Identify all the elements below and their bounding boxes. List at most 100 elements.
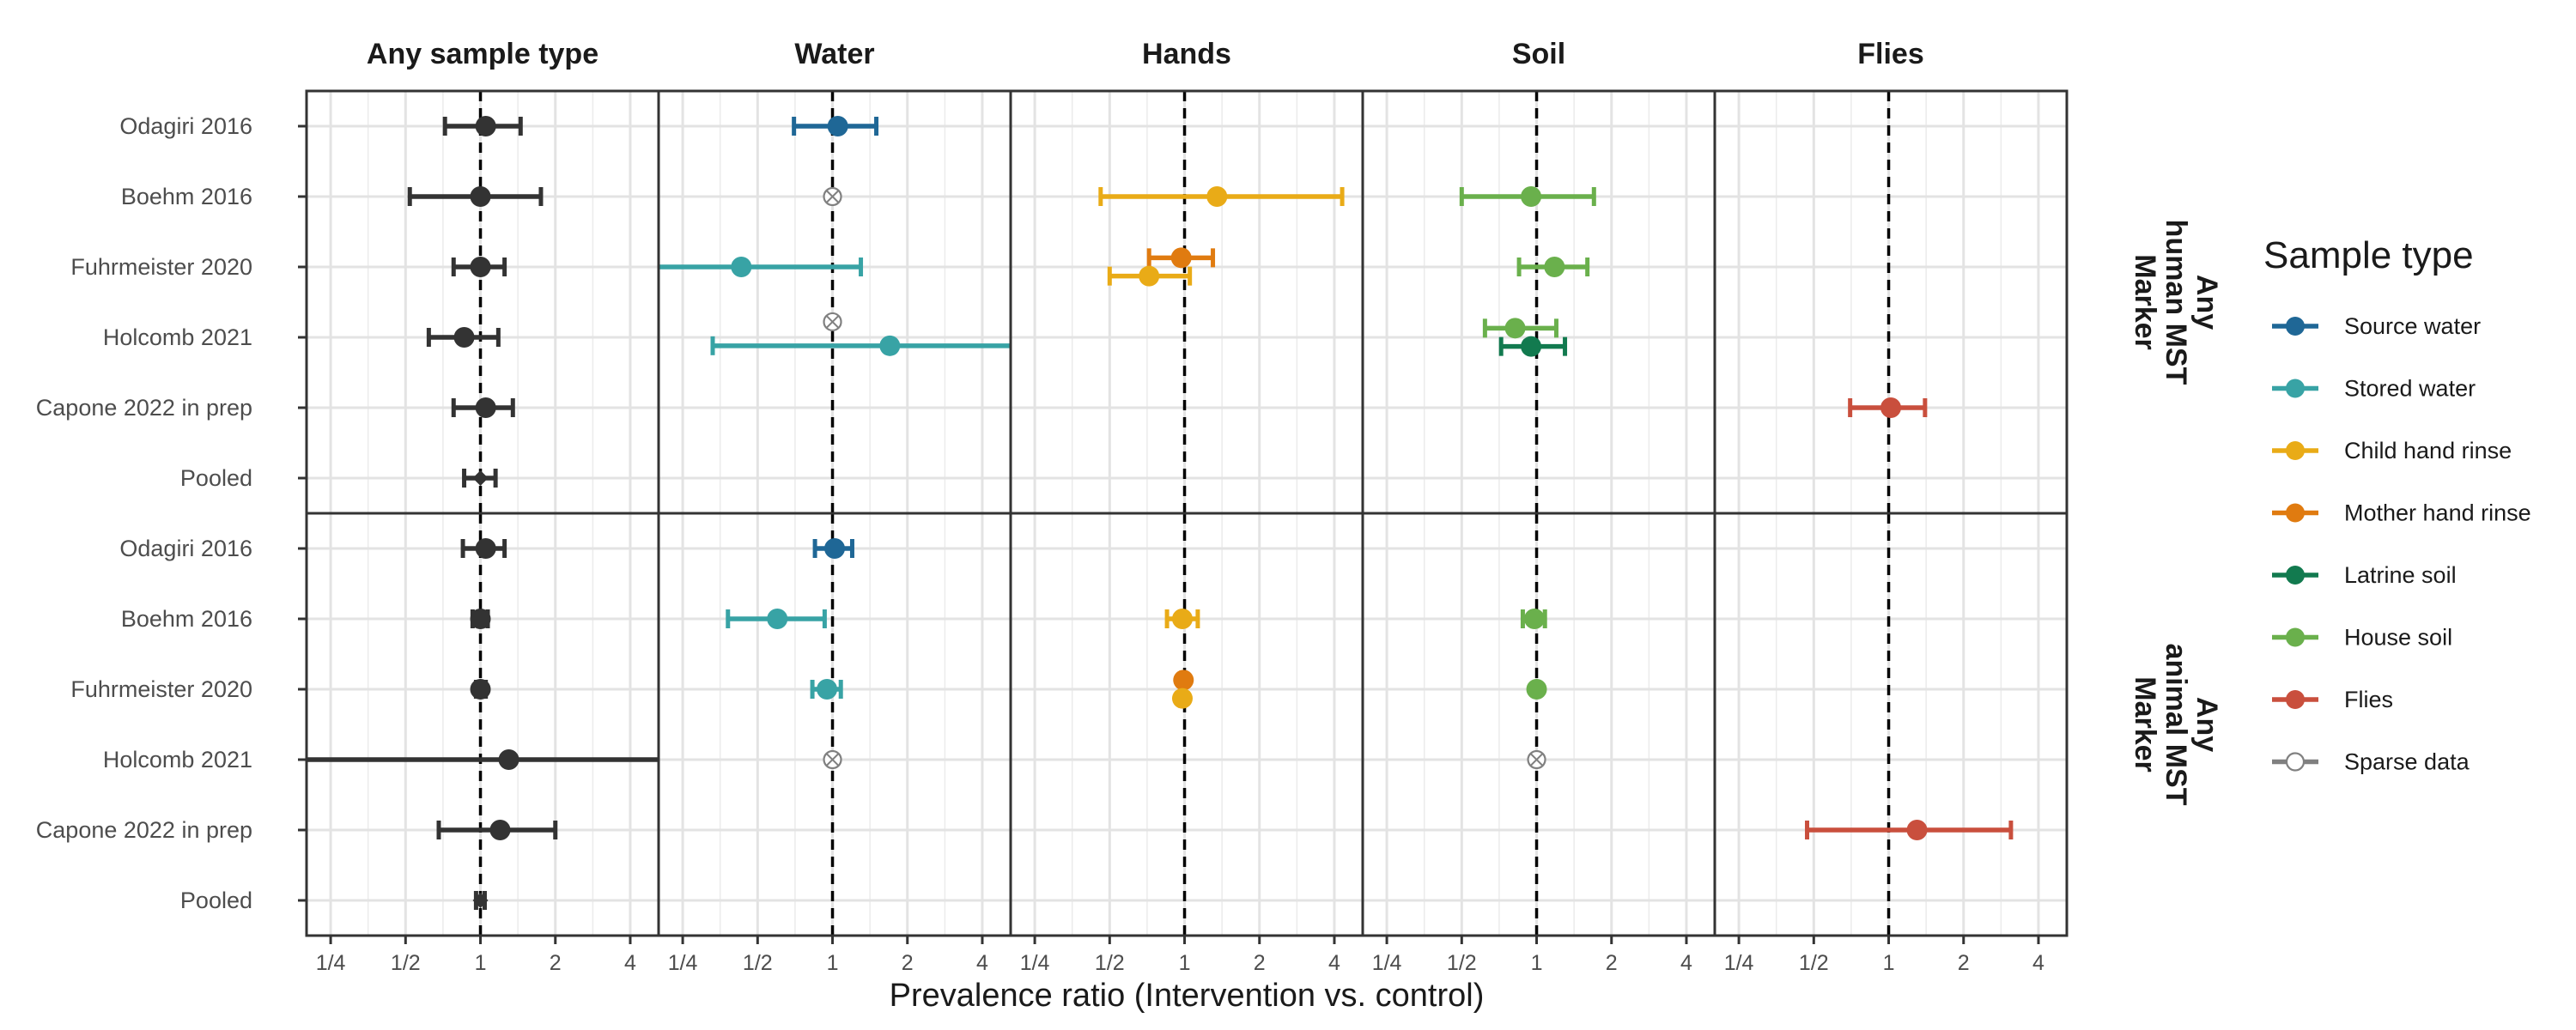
point-hands-boehm-2016-child_hand <box>1098 186 1345 207</box>
column-title-any-sample-type: Any sample type <box>367 38 598 70</box>
point-estimate-marker <box>475 116 496 136</box>
legend-item-stored-water: Stored water <box>2272 376 2476 402</box>
row-strip-text: Anyanimal MSTMarker <box>2129 644 2223 806</box>
point-hands-fuhrmeister-2020-mother_hand <box>1146 247 1216 269</box>
point-water-holcomb-2021-stored_water <box>710 335 1011 356</box>
point-estimate-marker <box>1521 336 1542 357</box>
x-tick-label: 1/2 <box>391 951 421 975</box>
point-flies-capone-2022-in-prep-flies <box>1848 397 1928 418</box>
x-tick-label: 4 <box>1328 951 1340 975</box>
x-tick-label: 2 <box>1606 951 1618 975</box>
sparse-cross <box>825 753 840 766</box>
point-soil-holcomb-2021-latrine_soil <box>1498 336 1568 357</box>
panel-background <box>659 91 1011 513</box>
row-strip-label-1: Anyhuman MSTMarker <box>2129 220 2223 385</box>
legend-item-sparse-data: Sparse data <box>2272 749 2470 775</box>
x-tick-label: 1 <box>1179 951 1191 975</box>
point-hands-boehm-2016-child_hand <box>1164 609 1200 629</box>
column-title-flies: Flies <box>1857 38 1923 70</box>
point-any-sample-type-fuhrmeister-2020-overall <box>470 679 491 700</box>
legend-key-marker <box>2286 566 2305 585</box>
study-label-odagiri-2016: Odagiri 2016 <box>119 536 252 561</box>
panel-background <box>1363 91 1715 513</box>
x-tick-label: 1/4 <box>1724 951 1754 975</box>
point-any-sample-type-odagiri-2016-overall <box>442 116 523 136</box>
study-label-boehm-2016: Boehm 2016 <box>121 606 252 632</box>
point-soil-holcomb-2021-sparse <box>1527 749 1546 770</box>
x-tick-label: 2 <box>1254 951 1266 975</box>
point-estimate-marker <box>817 679 838 700</box>
point-any-sample-type-boehm-2016-overall <box>470 609 491 629</box>
point-estimate-marker <box>1171 609 1193 629</box>
point-estimate-marker <box>824 538 846 559</box>
point-estimate-marker <box>731 257 752 277</box>
x-tick-label: 2 <box>902 951 914 975</box>
point-estimate-marker <box>470 679 491 700</box>
legend-item-latrine-soil: Latrine soil <box>2272 562 2457 588</box>
column-titles: Any sample type Water Hands Soil Flies <box>367 38 1924 70</box>
legend-key-marker <box>2286 503 2305 523</box>
panel-soil-row-2 <box>1363 513 1715 936</box>
x-axis-title: Prevalence ratio (Intervention vs. contr… <box>890 978 1485 1014</box>
panel-background <box>1715 513 2067 936</box>
point-flies-capone-2022-in-prep-flies <box>1805 820 2014 840</box>
panel-background <box>1011 513 1363 936</box>
x-tick-label: 1 <box>1883 951 1895 975</box>
x-tick-label: 2 <box>1958 951 1970 975</box>
point-water-boehm-2016-sparse <box>823 186 842 207</box>
point-any-sample-type-fuhrmeister-2020-overall <box>451 257 507 277</box>
panel-background <box>1011 91 1363 513</box>
x-tick-label: 1/4 <box>1020 951 1050 975</box>
panel-background <box>1363 513 1715 936</box>
point-estimate-marker <box>1526 679 1547 700</box>
legend-item-child-hand-rinse: Child hand rinse <box>2272 438 2512 464</box>
point-water-holcomb-2021-sparse <box>823 749 842 770</box>
point-hands-fuhrmeister-2020-child_hand <box>1171 688 1193 709</box>
point-any-sample-type-odagiri-2016-overall <box>460 538 507 559</box>
x-tick-label: 2 <box>550 951 562 975</box>
legend-key-marker <box>2286 379 2305 398</box>
panel-soil-row-1 <box>1363 91 1715 513</box>
column-title-water: Water <box>794 38 874 70</box>
point-any-sample-type-holcomb-2021-overall <box>426 327 501 348</box>
x-tick-label: 1/2 <box>1095 951 1125 975</box>
point-estimate-marker <box>1544 257 1565 277</box>
panel-background <box>1715 91 2067 513</box>
legend-title: Sample type <box>2263 234 2474 276</box>
point-estimate-marker <box>1906 820 1928 840</box>
point-any-sample-type-holcomb-2021-overall <box>307 749 659 770</box>
study-label-boehm-2016: Boehm 2016 <box>121 184 252 209</box>
legend-label: Flies <box>2344 687 2393 712</box>
legend-label: Stored water <box>2344 376 2476 402</box>
point-soil-fuhrmeister-2020-house_soil <box>1526 679 1547 700</box>
point-soil-boehm-2016-house_soil <box>1459 186 1596 207</box>
point-estimate-marker <box>498 749 519 770</box>
legend-key-marker <box>2286 627 2305 647</box>
point-estimate-marker <box>470 186 491 207</box>
panel-background <box>307 513 659 936</box>
point-estimate-marker <box>475 397 496 418</box>
point-any-sample-type-pooled-overall <box>472 891 489 910</box>
legend: Sample type Source water Stored water Child… <box>2263 234 2531 775</box>
point-estimate-marker <box>453 327 475 348</box>
legend-item-mother-hand-rinse: Mother hand rinse <box>2272 500 2531 526</box>
point-estimate-marker <box>470 609 491 629</box>
legend-label: Child hand rinse <box>2344 438 2512 464</box>
panel-flies-row-2 <box>1715 513 2067 936</box>
point-any-sample-type-boehm-2016-overall <box>407 186 544 207</box>
x-tick-label: 1 <box>827 951 839 975</box>
point-water-odagiri-2016-source_water <box>792 116 879 136</box>
panel-hands-row-2 <box>1011 513 1363 936</box>
study-label-odagiri-2016: Odagiri 2016 <box>119 113 252 139</box>
point-water-fuhrmeister-2020-stored_water <box>810 679 843 700</box>
pooled-estimate-marker <box>472 470 489 486</box>
panel-border <box>1713 512 2069 937</box>
point-water-boehm-2016-stored_water <box>726 609 827 629</box>
x-tick-label: 1/4 <box>668 951 698 975</box>
panel-hands-row-1 <box>1011 91 1363 513</box>
x-tick-label: 4 <box>1680 951 1692 975</box>
point-water-holcomb-2021-sparse <box>823 312 842 332</box>
point-estimate-marker <box>767 609 788 629</box>
legend-label: Sparse data <box>2344 749 2470 775</box>
